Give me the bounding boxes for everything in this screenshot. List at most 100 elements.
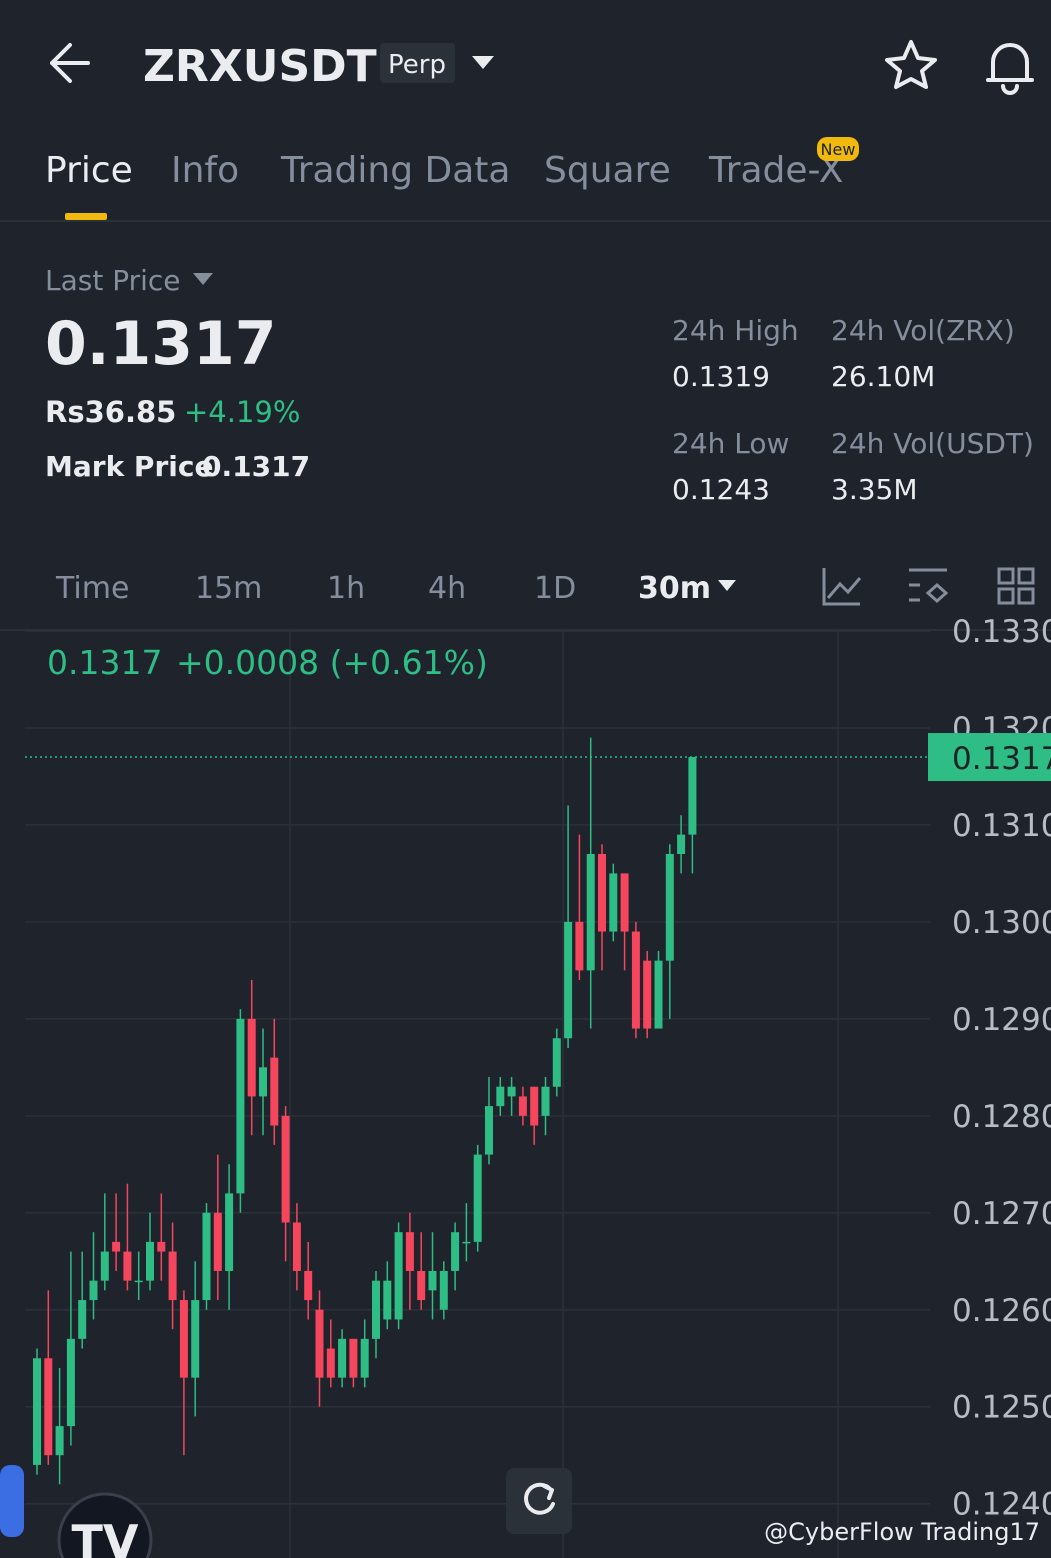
candle-body [372,1280,380,1339]
y-tick-label: 0.1270 [952,1196,1051,1232]
candle-body [507,1086,516,1097]
candle-body [33,1358,41,1465]
candle-body [609,873,618,932]
candle-body [100,1251,109,1281]
candle-body [439,1270,448,1310]
candle-body [123,1251,132,1281]
candle-body [168,1251,177,1301]
candle-body [360,1338,369,1378]
stat-label: 24h Vol(USDT) [831,427,1034,460]
tab[interactable]: Square [544,150,671,191]
y-tick-label: 0.1240 [952,1487,1051,1523]
candle-body [530,1086,539,1126]
candle-body [134,1280,143,1283]
tab[interactable]: Trading Data [280,150,510,191]
stat-label: 24h Low [672,427,789,460]
candle-body [55,1426,64,1456]
mark-price: 0.1317 [202,450,310,483]
new-badge-bg [817,137,859,161]
stat-value: 0.1243 [672,473,770,506]
timeframe[interactable]: 1h [327,571,365,606]
candle-body [292,1222,301,1271]
last-price-dropdown[interactable] [193,273,213,285]
favorite-button[interactable] [885,40,937,89]
local-price: Rs36.85 [45,395,176,429]
timeframe[interactable]: 30m [638,571,711,606]
tab-indicator [65,213,107,220]
candle-body [326,1348,335,1378]
candle-body [202,1212,211,1301]
timeframe[interactable]: 15m [195,571,262,606]
candle-body [417,1270,426,1301]
symbol-dropdown[interactable] [472,56,494,69]
timeframe[interactable]: Time [55,571,129,606]
timeframe[interactable]: 4h [428,571,466,606]
candle-body [631,931,640,1029]
candle-body [146,1241,154,1281]
last-price-tag-bg [928,733,1051,782]
layout-button[interactable] [997,567,1035,605]
candle-body [66,1338,75,1427]
candle-body [462,1241,471,1244]
candle-body [281,1115,290,1223]
interval-dropdown[interactable] [718,580,736,591]
last-price-tag: 0.1317 [952,741,1051,777]
candle-body [270,1057,279,1126]
candle-body [44,1358,53,1456]
candle-body [383,1280,392,1320]
last-price-label[interactable]: Last Price [45,264,181,297]
stat-label: 24h High [672,314,799,347]
candle-body [191,1300,200,1378]
alert-button[interactable] [986,43,1034,95]
y-tick-label: 0.1280 [952,1099,1051,1135]
candle-body [496,1086,505,1107]
candle-body [304,1270,313,1301]
timeframe[interactable]: 1D [534,571,576,606]
candle-body [473,1154,482,1242]
tradingview-logo[interactable] [57,1492,153,1558]
new-badge: New [821,140,856,159]
candle-body [620,873,629,932]
candle-body [575,921,584,971]
y-tick-label: 0.1250 [952,1390,1051,1426]
reset-button[interactable] [506,1468,572,1534]
price-change: +4.19% [184,395,300,429]
side-tab[interactable] [0,1465,24,1537]
stat-value: 3.35M [831,473,918,506]
tab[interactable]: Info [171,150,239,191]
candle-body [89,1280,98,1301]
candle-body [236,1018,245,1194]
tab[interactable]: Price [45,150,133,191]
candle-body [564,921,573,1039]
candle-body [665,854,674,961]
perp-badge: Perp [388,50,446,80]
indicator-button[interactable] [822,568,862,606]
candle-body [598,854,606,932]
logo-mark: TV [72,1515,139,1558]
chart: 0.1240 0.1250 0.1260 0.1270 0.1280 0.1290 0.13… [25,614,1051,1558]
candle-body [654,960,663,1029]
stat-value: 0.1319 [672,360,770,393]
badge-bg [380,43,455,83]
mark-price-label: Mark Price [45,450,213,483]
candle-body [179,1300,188,1378]
candle-body [213,1212,222,1271]
candle-body [394,1232,403,1320]
y-tick-label: 0.1330 [952,614,1051,650]
y-tick-label: 0.1260 [952,1293,1051,1329]
candle-body [586,854,595,971]
back-button[interactable] [50,43,90,83]
candle-body [157,1241,166,1252]
candle-body [247,1018,256,1097]
settings-button[interactable] [909,568,949,604]
candle-body [78,1300,87,1339]
stat-label: 24h Vol(ZRX) [831,314,1015,347]
last-price: 0.1317 [45,309,277,379]
y-tick-label: 0.1310 [952,808,1051,844]
reset-icon [524,1482,555,1515]
symbol[interactable]: ZRXUSDT [143,41,377,92]
candle-body [451,1232,460,1271]
